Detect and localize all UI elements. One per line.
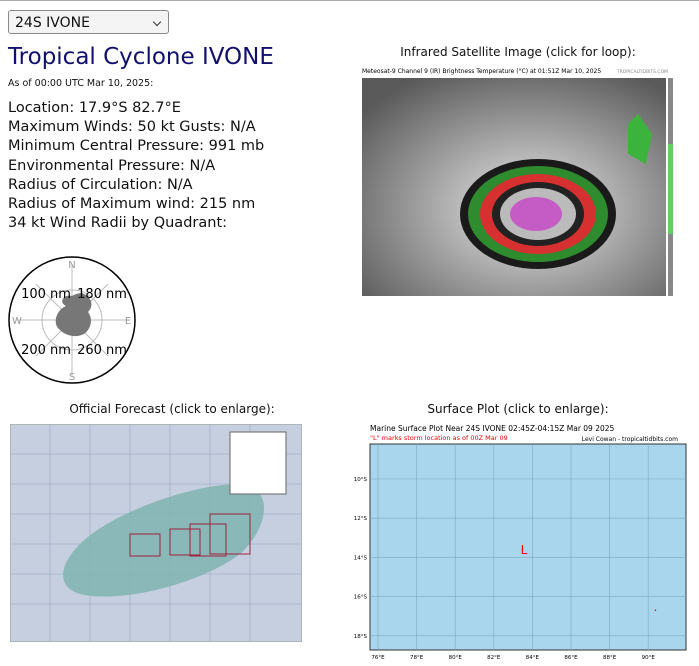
forecast-cone — [63, 484, 264, 597]
ir-core — [510, 197, 562, 231]
lat-label: 12°S — [354, 516, 368, 522]
info-line: Minimum Central Pressure: 991 mb — [8, 138, 265, 155]
lon-label: 84°E — [526, 655, 540, 661]
lon-label: 82°E — [487, 655, 501, 661]
lat-label: 16°S — [354, 595, 368, 601]
compass-s: S — [69, 372, 75, 383]
ir-image[interactable]: Meteosat-9 Channel 9 (IR) Brightness Tem… — [348, 64, 678, 304]
storm-symbol — [55, 293, 92, 337]
ir-colorbar-segment — [668, 144, 673, 234]
lon-label: 80°E — [449, 655, 463, 661]
lon-label: 90°E — [642, 655, 656, 661]
info-line: Maximum Winds: 50 kt Gusts: N/A — [8, 119, 256, 136]
surface-plot-area — [369, 443, 687, 651]
lon-label: 76°E — [371, 655, 385, 661]
lat-label: 18°S — [354, 634, 368, 640]
compass-w: W — [12, 316, 22, 327]
ir-caption: Infrared Satellite Image (click for loop… — [400, 45, 636, 59]
surface-subtitle: "L" marks storm location as of 00Z Mar 0… — [370, 434, 508, 442]
radius-sw: 200 nm — [21, 343, 71, 358]
lat-label: 10°S — [354, 477, 368, 483]
forecast-caption: Official Forecast (click to enlarge): — [69, 402, 275, 416]
surface-image[interactable]: Marine Surface Plot Near 24S IVONE 02:45… — [352, 422, 692, 666]
station-obs: • — [654, 608, 657, 614]
surface-title: Marine Surface Plot Near 24S IVONE 02:45… — [370, 424, 615, 433]
storm-select[interactable]: 24S IVONE — [8, 10, 169, 34]
info-line: Location: 17.9°S 82.7°E — [8, 100, 181, 116]
info-line: 34 kt Wind Radii by Quadrant: — [8, 215, 228, 232]
compass-e: E — [125, 316, 131, 327]
info-line: Radius of Maximum wind: 215 nm — [8, 196, 256, 212]
lat-label: 14°S — [354, 555, 368, 561]
surface-caption: Surface Plot (click to enlarge): — [427, 402, 609, 416]
surface-credit: Levi Cowan - tropicaltidbits.com — [582, 436, 678, 443]
lon-label: 88°E — [603, 655, 617, 661]
storm-marker: L — [521, 543, 528, 557]
radius-ne: 180 nm — [77, 287, 127, 302]
ir-band — [628, 114, 652, 164]
forecast-legend — [229, 431, 287, 495]
storm-title: Tropical Cyclone IVONE — [8, 44, 274, 70]
compass-n: N — [68, 260, 75, 271]
lon-label: 86°E — [564, 655, 578, 661]
ir-image-title: Meteosat-9 Channel 9 (IR) Brightness Tem… — [362, 68, 601, 75]
info-line: Radius of Circulation: N/A — [8, 176, 193, 193]
info-line: Environmental Pressure: N/A — [8, 157, 216, 174]
forecast-image[interactable] — [10, 424, 302, 642]
wind-radii-diagram: N E S W 100 nm 180 nm 200 nm 260 nm — [8, 256, 136, 384]
divider — [0, 0, 699, 1]
radius-se: 260 nm — [77, 343, 127, 358]
ir-credit: TROPICALTIDBITS.COM — [616, 69, 668, 75]
radius-nw: 100 nm — [21, 287, 71, 302]
timestamp: As of 00:00 UTC Mar 10, 2025: — [8, 78, 154, 89]
lon-label: 78°E — [410, 655, 424, 661]
forecast-wind-radii — [129, 513, 251, 557]
